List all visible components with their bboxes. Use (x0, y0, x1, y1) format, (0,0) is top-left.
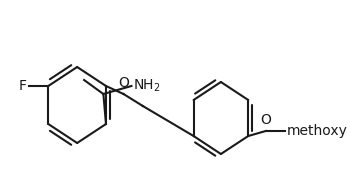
Text: O: O (118, 76, 129, 90)
Text: O: O (260, 113, 271, 127)
Text: methoxy: methoxy (287, 124, 348, 138)
Text: F: F (19, 79, 26, 93)
Text: NH$_2$: NH$_2$ (133, 78, 161, 94)
